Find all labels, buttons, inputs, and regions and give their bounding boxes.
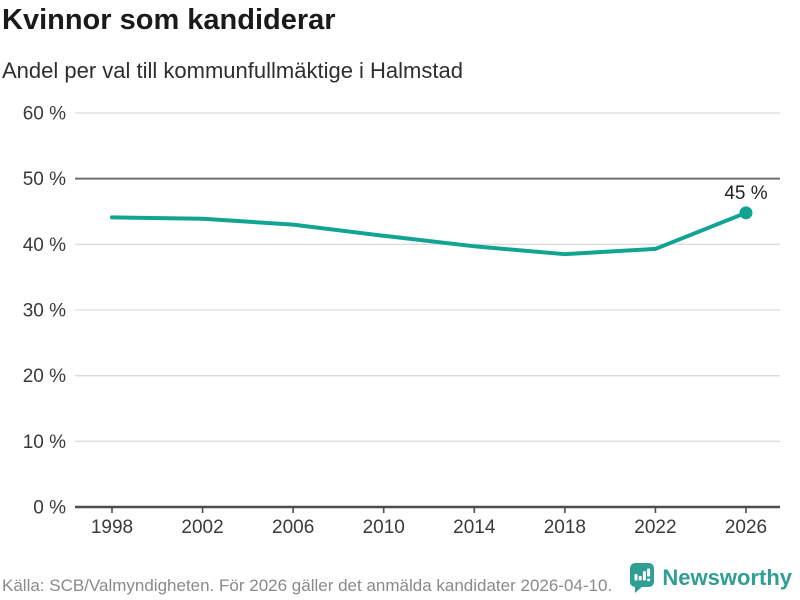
x-axis-tick-label: 2010 <box>363 517 405 538</box>
y-axis-tick-label: 20 % <box>23 366 66 387</box>
y-axis-tick-label: 10 % <box>23 432 66 453</box>
chart-title: Kvinnor som kandiderar <box>2 4 336 36</box>
x-axis-tick-label: 2014 <box>453 517 496 538</box>
x-axis-tick-label: 2006 <box>272 517 314 538</box>
y-axis-tick-label: 60 % <box>23 104 66 125</box>
y-axis-tick-label: 40 % <box>23 235 66 256</box>
y-axis-tick-label: 50 % <box>23 169 66 190</box>
brand-name: Newsworthy <box>662 565 792 590</box>
last-point-value-label: 45 % <box>724 183 767 204</box>
series-line <box>110 210 748 257</box>
y-axis-tick-label: 30 % <box>23 301 66 322</box>
x-axis-tick-label: 2022 <box>634 517 676 538</box>
line-chart: 0 % 10 % 20 % 30 % 40 % 50 % 60 % 1998 2002 2006 2… <box>23 104 780 538</box>
x-axis-tick-label: 1998 <box>91 517 133 538</box>
x-axis-tick-label: 2002 <box>181 517 223 538</box>
newsworthy-logo-icon <box>630 563 655 593</box>
source-note: Källa: SCB/Valmyndigheten. För 2026 gäll… <box>2 576 613 595</box>
x-axis-tick-label: 2018 <box>544 517 586 538</box>
y-axis-tick-label: 0 % <box>33 498 66 519</box>
last-point-marker <box>739 206 753 220</box>
brand-lockup: Newsworthy <box>629 563 792 593</box>
chart-subtitle: Andel per val till kommunfullmäktige i H… <box>2 58 463 83</box>
x-axis-tick-label: 2026 <box>725 517 767 538</box>
